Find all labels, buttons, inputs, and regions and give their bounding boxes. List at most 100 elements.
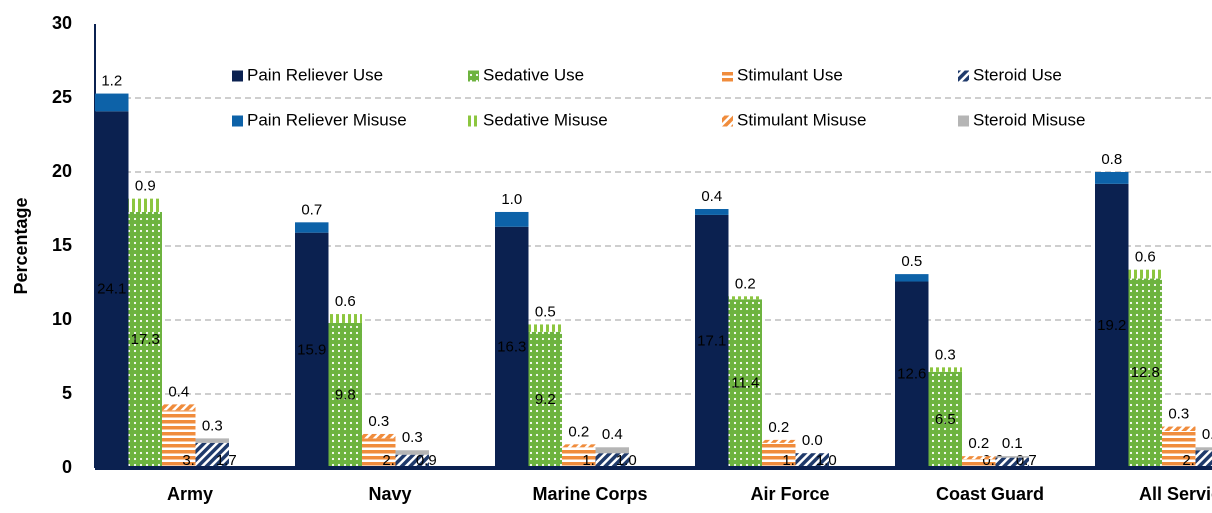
bar <box>295 232 329 468</box>
legend-swatch <box>958 70 969 82</box>
value-label: 0.4 <box>701 188 722 205</box>
bar <box>395 450 429 455</box>
bar <box>395 454 429 468</box>
legend-swatch <box>232 115 243 127</box>
bar <box>1095 183 1129 468</box>
bar <box>1195 447 1212 451</box>
value-label: 0.2 <box>735 275 756 292</box>
bar <box>328 314 362 323</box>
value-label: 0.9 <box>135 178 156 195</box>
value-label: 0.5 <box>535 303 556 320</box>
bar <box>162 410 196 468</box>
bar <box>362 438 396 468</box>
value-label: 0.3 <box>202 417 223 434</box>
value-label: 0.3 <box>935 346 956 363</box>
bar <box>995 457 1029 468</box>
value-label: 1.0 <box>501 191 522 208</box>
legend-label: Steroid Misuse <box>973 110 1085 129</box>
x-tick-label: Navy <box>368 484 411 504</box>
bar <box>1195 450 1212 468</box>
value-label: 11.4 <box>731 375 759 392</box>
bar <box>928 371 962 468</box>
value-label: 0.2 <box>1202 426 1212 443</box>
bar <box>95 111 129 468</box>
bar <box>195 438 229 443</box>
bar <box>295 222 329 233</box>
legend-swatch <box>958 115 969 127</box>
bar <box>528 324 562 332</box>
x-tick-label: Marine Corps <box>532 484 647 504</box>
bar <box>795 453 829 468</box>
legend-swatch <box>722 115 733 127</box>
legend-label: Steroid Use <box>973 65 1062 84</box>
value-label: 0.6 <box>335 293 356 310</box>
bar <box>962 459 996 468</box>
value-label: 9.2 <box>535 391 556 408</box>
y-tick-label: 5 <box>62 383 72 403</box>
y-tick-label: 15 <box>52 235 72 255</box>
bar <box>528 331 562 468</box>
bar <box>128 198 162 212</box>
bar <box>362 433 396 439</box>
value-label: 15.9 <box>297 341 326 358</box>
bar <box>595 453 629 468</box>
legend-label: Stimulant Use <box>737 65 843 84</box>
bar <box>562 447 596 468</box>
value-label: 0.9 <box>416 452 437 469</box>
value-label: 1.2 <box>101 73 122 90</box>
bar <box>728 299 762 468</box>
bar <box>962 456 996 460</box>
y-tick-label: 10 <box>52 309 72 329</box>
bar <box>128 211 162 468</box>
value-label: 19.2 <box>1097 317 1126 334</box>
bar <box>1128 269 1162 279</box>
bar <box>762 442 796 468</box>
value-label: 12.8 <box>1131 364 1160 381</box>
bar <box>995 456 1029 458</box>
bar <box>695 214 729 468</box>
bar <box>495 226 529 468</box>
bar <box>1095 172 1129 184</box>
y-tick-label: 30 <box>52 13 72 33</box>
bar <box>728 296 762 300</box>
value-label: 9.8 <box>335 386 356 403</box>
y-tick-label: 20 <box>52 161 72 181</box>
value-label: 0.3 <box>368 413 389 430</box>
legend-label: Sedative Misuse <box>483 110 608 129</box>
value-label: 24.1 <box>97 281 126 298</box>
bar <box>762 439 796 443</box>
value-label: 0.8 <box>1101 151 1122 168</box>
bar <box>95 93 129 112</box>
value-label: 1.0 <box>816 452 837 469</box>
value-label: 16.3 <box>497 338 526 355</box>
bar <box>562 444 596 448</box>
y-axis-title: Percentage <box>11 197 31 294</box>
value-label: 0.1 <box>1002 435 1023 452</box>
x-tick-label: All Services <box>1139 484 1212 504</box>
value-label: 1.0 <box>616 452 637 469</box>
value-label: 0.3 <box>402 429 423 446</box>
bar <box>895 274 929 282</box>
legend-swatch <box>468 115 479 127</box>
legend-swatch <box>468 70 479 82</box>
value-label: 0.4 <box>168 383 189 400</box>
bar <box>495 211 529 227</box>
bar <box>1128 278 1162 468</box>
x-tick-label: Coast Guard <box>936 484 1044 504</box>
value-label: 0.4 <box>602 426 623 443</box>
y-tick-label: 0 <box>62 457 72 477</box>
legend-label: Pain Reliever Misuse <box>247 110 407 129</box>
value-label: 0.0 <box>802 432 823 449</box>
value-label: 0.2 <box>768 419 789 436</box>
value-label: 17.1 <box>697 332 726 349</box>
bar <box>328 322 362 468</box>
value-label: 0.6 <box>1135 249 1156 266</box>
x-tick-label: Air Force <box>750 484 829 504</box>
x-tick-label: Army <box>167 484 213 504</box>
value-label: 17.3 <box>131 331 160 348</box>
value-label: 0.2 <box>968 435 989 452</box>
bar <box>895 281 929 468</box>
bar <box>595 447 629 454</box>
legend-label: Sedative Use <box>483 65 584 84</box>
